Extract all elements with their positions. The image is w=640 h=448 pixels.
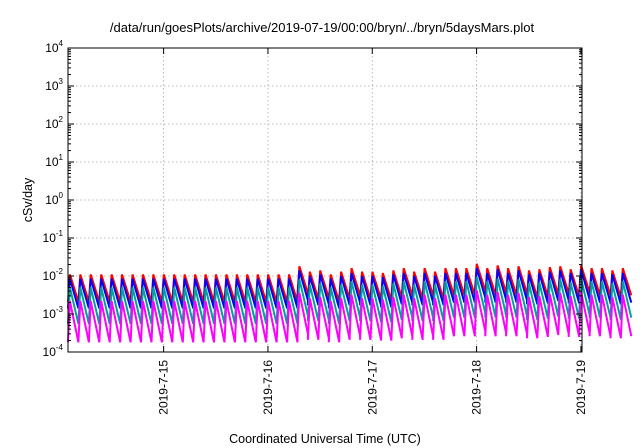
x-axis: 2019-7-15 2019-7-16 2019-7-17 2019-7-18 2019… (157, 48, 588, 415)
x-tick-label: 2019-7-19 (574, 360, 588, 415)
x-tick-label: 2019-7-16 (261, 360, 275, 415)
y-tick-label: 103 (45, 77, 63, 93)
y-tick-label: 10-4 (43, 343, 64, 359)
y-tick-label: 104 (45, 39, 63, 55)
y-tick-label: 100 (45, 191, 63, 207)
y-axis: 10-4 10-3 10-2 10-1 100 101 102 103 104 (43, 39, 582, 359)
y-tick-label: 101 (45, 153, 63, 169)
x-tick-label: 2019-7-18 (470, 360, 484, 415)
y-tick-label: 10-3 (43, 305, 64, 321)
series-layer (67, 263, 633, 343)
x-tick-label: 2019-7-15 (157, 360, 171, 415)
chart-title: /data/run/goesPlots/archive/2019-07-19/0… (110, 20, 535, 35)
x-tick-label: 2019-7-17 (365, 360, 379, 415)
y-tick-label: 102 (45, 115, 63, 131)
y-axis-label: cSv/day (21, 177, 35, 222)
y-tick-label: 10-1 (43, 229, 64, 245)
series-line-4 (67, 290, 633, 343)
x-axis-label: Coordinated Universal Time (UTC) (229, 432, 421, 446)
y-tick-label: 10-2 (43, 267, 64, 283)
